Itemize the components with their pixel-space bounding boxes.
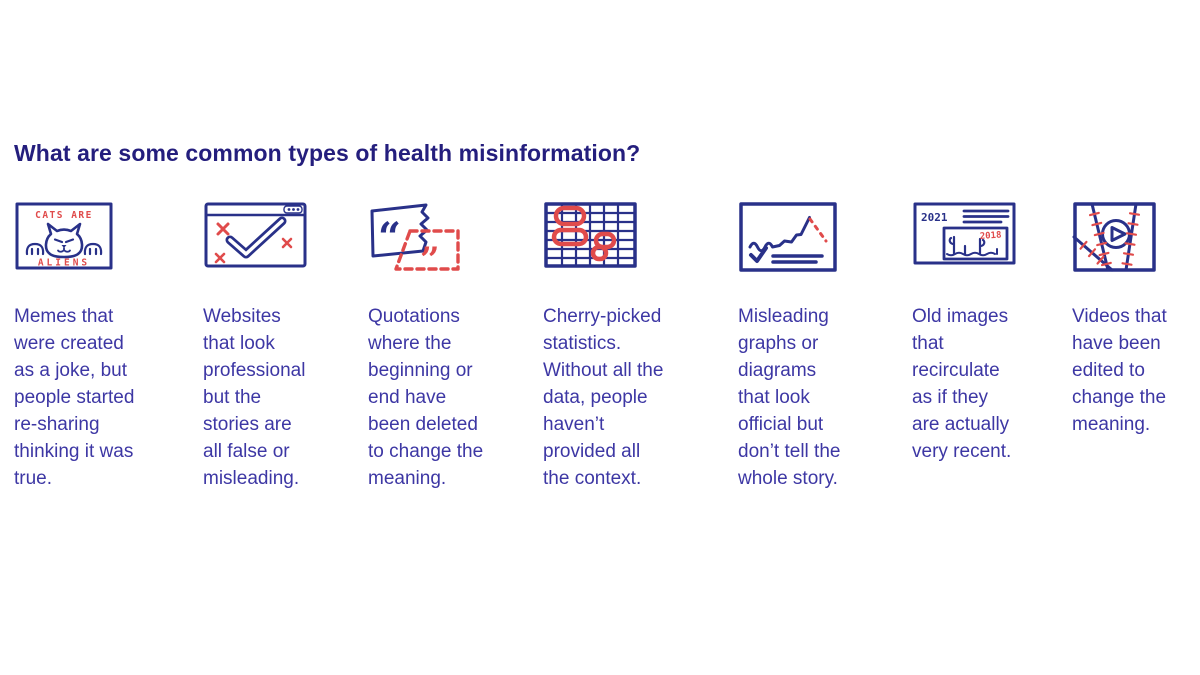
- outer-year-label: 2021: [921, 211, 948, 224]
- edited-video-icon: [1072, 202, 1156, 272]
- card-text-quotations: Quotations where the beginning or end ha…: [368, 306, 484, 489]
- cherry-picked-table-icon: [544, 202, 637, 268]
- card-text-memes: Memes that were created as a joke, but p…: [14, 306, 135, 489]
- card-text-old-images: Old images that recirculate as if they a…: [912, 306, 1012, 462]
- open-quote-glyph: “: [378, 214, 401, 261]
- inner-year-label: 2018: [980, 231, 1002, 242]
- website-checkmark-icon: [204, 202, 307, 268]
- card-text-videos: Videos that have been edited to change t…: [1072, 306, 1167, 435]
- close-quote-glyph: ”: [420, 240, 440, 276]
- card-old-images: 2021 2018 Old images that recirculate as…: [912, 201, 1072, 465]
- card-quotations: “ ” Quotations where the beginning or en…: [368, 201, 543, 492]
- card-text-graphs: Misleading graphs or diagrams that look …: [738, 306, 841, 489]
- meme-cat-icon: CATS ARE ALIENS: [15, 202, 113, 270]
- stitches: [1079, 211, 1141, 267]
- deleted-quotation-icon: “ ”: [370, 203, 460, 276]
- card-memes: CATS ARE ALIENS Memes that were created …: [14, 201, 203, 492]
- card-statistics: Cherry-picked statistics. Without all th…: [543, 201, 738, 492]
- card-text-websites: Websites that look professional but the …: [203, 306, 306, 489]
- card-text-statistics: Cherry-picked statistics. Without all th…: [543, 306, 664, 489]
- card-videos: Videos that have been edited to change t…: [1072, 201, 1200, 438]
- aliens-label: ALIENS: [38, 258, 90, 269]
- page-title: What are some common types of health mis…: [14, 140, 641, 166]
- cards-row: CATS ARE ALIENS Memes that were created …: [14, 201, 1200, 492]
- cats-are-label: CATS ARE: [35, 210, 93, 221]
- card-websites: Websites that look professional but the …: [203, 201, 368, 492]
- misleading-graph-icon: [739, 202, 837, 272]
- card-graphs: Misleading graphs or diagrams that look …: [738, 201, 912, 492]
- old-image-icon: 2021 2018: [913, 202, 1016, 265]
